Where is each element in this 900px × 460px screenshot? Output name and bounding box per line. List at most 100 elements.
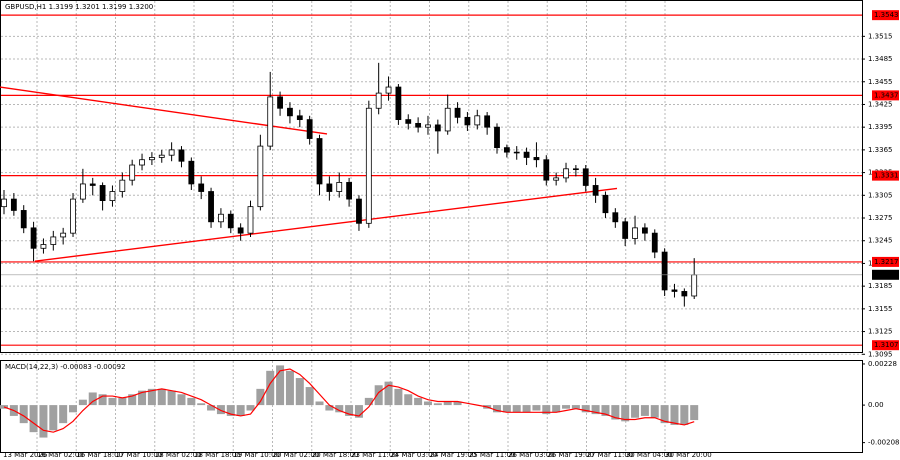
macd-bar xyxy=(256,388,265,406)
candle-body xyxy=(651,232,658,253)
y-tick-label: 1.3245 xyxy=(868,237,893,245)
macd-bar xyxy=(29,405,38,433)
y-tick-label: 1.3125 xyxy=(868,328,893,336)
candle-body xyxy=(553,177,560,181)
candle-body xyxy=(513,151,520,154)
macd-bar xyxy=(374,385,383,406)
macd-bar xyxy=(276,365,285,406)
y-tick-label: 1.3455 xyxy=(868,78,893,86)
macd-bar xyxy=(670,405,679,425)
macd-bar xyxy=(581,405,590,413)
macd-bar xyxy=(394,388,403,406)
macd-bar xyxy=(207,405,216,411)
candle-body xyxy=(296,115,303,121)
x-tick-label: 30 Mar 20:00 xyxy=(665,451,712,459)
macd-bar xyxy=(315,401,324,406)
candle-body xyxy=(119,179,126,192)
candle-body xyxy=(316,138,323,185)
macd-bar xyxy=(502,405,511,413)
x-tick-label: 16 Mar 18:00 xyxy=(76,451,123,459)
macd-bar xyxy=(345,405,354,416)
y-tick-label: 1.3185 xyxy=(868,282,893,290)
candle-body xyxy=(326,183,333,192)
x-tick-label: 24 Mar 03:00 xyxy=(390,451,437,459)
macd-bar xyxy=(285,370,294,406)
candle-body xyxy=(168,149,175,156)
candle-body xyxy=(227,213,234,229)
x-tick-label: 27 Mar 11:00 xyxy=(587,451,634,459)
candle-body xyxy=(267,96,274,147)
x-tick-label: 24 Mar 19:00 xyxy=(430,451,477,459)
macd-bar xyxy=(157,388,166,406)
candle-body xyxy=(375,92,382,109)
price-panel xyxy=(0,0,863,353)
candle-body xyxy=(287,107,293,117)
candle-body xyxy=(691,274,698,297)
candle-body xyxy=(257,145,264,208)
candle-body xyxy=(671,289,678,292)
x-tick-label: 18 Mar 02:00 xyxy=(155,451,202,459)
level-tag xyxy=(872,90,899,101)
candle-body xyxy=(139,159,145,166)
candle-body xyxy=(356,198,362,224)
macd-bar xyxy=(236,405,245,416)
candle-body xyxy=(464,116,471,126)
candle-body xyxy=(158,154,165,158)
candle-body xyxy=(632,227,638,239)
candle-body xyxy=(484,115,491,128)
candle-body xyxy=(99,185,106,202)
macd-bar xyxy=(404,394,413,406)
candle-body xyxy=(306,119,313,139)
x-tick-label: 16 Mar 02:00 xyxy=(37,451,84,459)
level-tag xyxy=(872,170,899,181)
macd-bar xyxy=(98,394,107,406)
candle-body xyxy=(277,96,283,109)
macd-bar xyxy=(423,401,432,406)
candle-body xyxy=(129,164,136,181)
macd-title: MACD(14,22,3) -0.00083 -0.00092 xyxy=(5,363,126,371)
macd-bar xyxy=(19,405,28,424)
macd-bar xyxy=(433,403,442,406)
x-tick-label: 25 Mar 11:00 xyxy=(469,451,516,459)
y-tick-label: 1.3485 xyxy=(868,55,893,63)
candle-body xyxy=(148,157,155,161)
candle-body xyxy=(503,147,510,153)
macd-panel xyxy=(0,360,863,453)
level-label: 1.3217 xyxy=(874,258,899,266)
macd-bar xyxy=(493,405,501,413)
candle-body xyxy=(30,227,37,249)
x-tick-label: 17 Mar 10:00 xyxy=(116,451,163,459)
macd-bar xyxy=(226,405,235,416)
macd-bar xyxy=(128,394,137,406)
candle-body xyxy=(425,124,431,128)
candle-body xyxy=(434,124,441,132)
candle-body xyxy=(247,206,254,234)
y-tick-label: -0.00208 xyxy=(868,439,899,447)
candle-body xyxy=(70,198,76,234)
y-tick-label: 1.3275 xyxy=(868,214,893,222)
macd-bar xyxy=(138,390,147,406)
macd-bar xyxy=(147,388,156,406)
y-tick-label: 1.3425 xyxy=(868,100,893,108)
macd-bar xyxy=(364,397,373,406)
candle-body xyxy=(79,183,86,200)
macd-bar xyxy=(640,405,649,416)
macd-bar xyxy=(562,405,571,409)
candle-body xyxy=(188,160,195,185)
level-tag xyxy=(872,10,899,21)
macd-bar xyxy=(325,405,334,411)
candle-body xyxy=(385,86,392,94)
macd-bar xyxy=(552,405,561,413)
macd-bar xyxy=(512,405,521,413)
macd-bar xyxy=(177,394,186,406)
candle-body xyxy=(109,191,116,202)
candle-body xyxy=(365,107,372,224)
macd-bar xyxy=(39,405,48,438)
level-label: 1.3543 xyxy=(874,11,899,19)
x-tick-label: 20 Mar 02:00 xyxy=(273,451,320,459)
macd-bar xyxy=(59,405,68,424)
macd-bar xyxy=(197,403,206,406)
macd-bar xyxy=(690,405,699,421)
macd-bar xyxy=(335,405,344,413)
